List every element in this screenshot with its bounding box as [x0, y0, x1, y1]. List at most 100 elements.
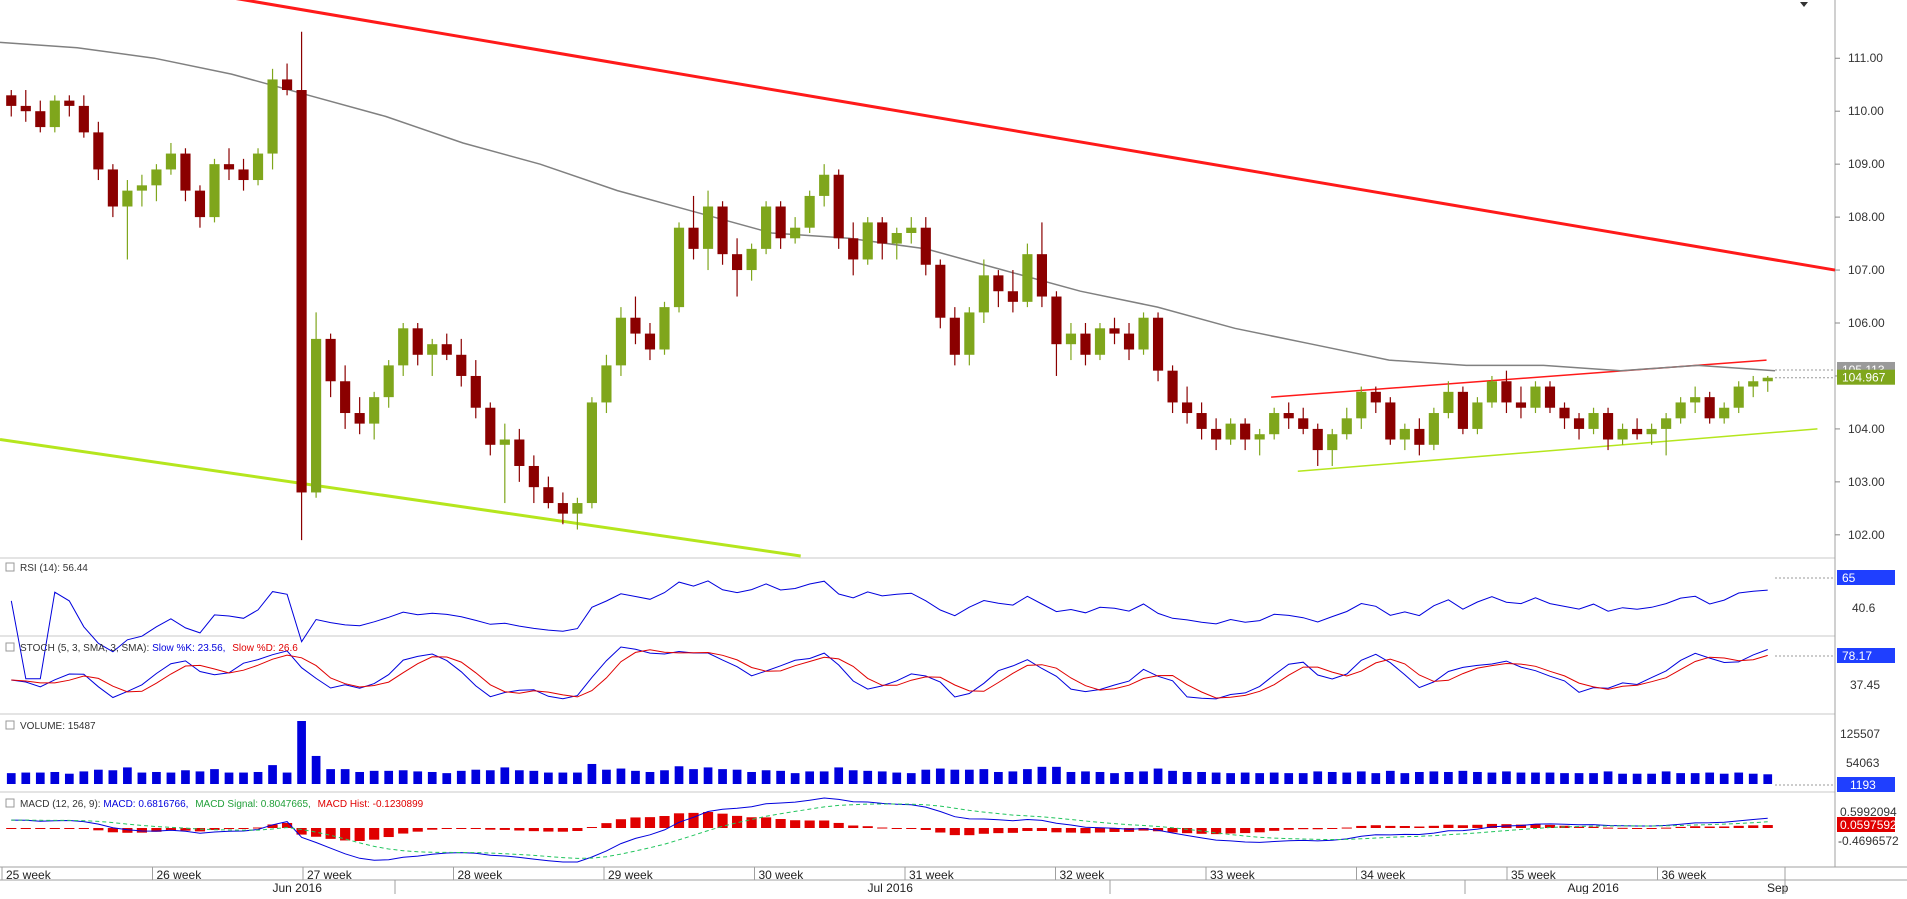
candle-body [1530, 386, 1541, 408]
candle-body [1094, 328, 1106, 355]
volume-bar [253, 771, 263, 784]
week-label: 25 week [6, 868, 52, 882]
volume-bar [587, 763, 597, 784]
macd-hist-bar [862, 826, 873, 828]
candle [790, 217, 801, 244]
week-label: 34 week [1361, 868, 1407, 882]
chevron-down-icon[interactable] [1800, 2, 1808, 7]
volume-title-text: VOLUME: 15487 [20, 721, 96, 732]
macd-hist-bar [252, 827, 264, 829]
volume-bar [297, 721, 306, 784]
volume-bar [834, 767, 844, 784]
macd-hist-bar [64, 828, 75, 829]
stoch-title: STOCH (5, 3, SMA, 3, SMA): Slow %K: 23.5… [5, 642, 298, 654]
candle [1632, 418, 1643, 440]
volume-bar [1371, 773, 1381, 784]
volume-bar [660, 770, 669, 784]
candle [1719, 402, 1730, 424]
macd-hist-bar [383, 828, 394, 838]
volume-bar [1676, 773, 1685, 784]
macd-hist-bar [136, 828, 147, 833]
rsi-panel: 65 40.6 [10, 570, 1895, 680]
volume-bar [921, 769, 931, 784]
volume-bar [50, 771, 60, 784]
volume-bar [805, 771, 815, 784]
week-label: 27 week [307, 868, 353, 882]
price-tick-label: 111.00 [1848, 51, 1883, 65]
macd-hist-bar [281, 822, 293, 828]
macd-hist-bar [1269, 828, 1280, 831]
volume-bar [500, 767, 510, 784]
candle-body [1617, 428, 1628, 440]
volume-bar [64, 773, 74, 784]
candle-body [1225, 423, 1236, 440]
volume-value-badge [1837, 777, 1895, 792]
candle-body [151, 169, 162, 186]
candle [1327, 428, 1338, 466]
candle [209, 158, 220, 223]
candle-body [1196, 413, 1207, 429]
candle-body [1501, 381, 1512, 403]
volume-bar [703, 767, 713, 784]
candle [180, 148, 191, 202]
candle-body [717, 206, 728, 255]
candle-body [1733, 386, 1744, 408]
week-label: 33 week [1210, 868, 1256, 882]
candle-body [659, 307, 670, 350]
candle [107, 164, 118, 218]
candle [1225, 418, 1236, 445]
last-price-text: 104.967 [1842, 371, 1886, 385]
candle-body [325, 338, 336, 382]
volume-bar [152, 771, 161, 784]
candle [891, 227, 902, 260]
candle [122, 180, 133, 260]
candle-body [398, 328, 409, 366]
volume-bar [732, 769, 742, 784]
week-label: 30 week [759, 868, 805, 882]
candle-body [165, 153, 177, 170]
candle [717, 201, 728, 265]
volume-bar [514, 770, 524, 784]
volume-bar [224, 772, 234, 784]
volume-bar [558, 772, 568, 784]
macd-hist-bar [296, 828, 307, 835]
volume-bar [282, 772, 292, 784]
candle-body [412, 328, 423, 355]
candle [1051, 291, 1062, 376]
macd-hist-bar [572, 828, 583, 831]
candle-body [311, 338, 322, 493]
volume-bar [979, 769, 989, 784]
macd-hist-bar [165, 828, 177, 831]
candle-body [1240, 423, 1251, 440]
candle [1573, 413, 1585, 440]
candle [1312, 423, 1323, 466]
candle [1414, 418, 1425, 456]
volume-bar [1168, 770, 1177, 784]
volume-bar [311, 755, 321, 784]
macd-hist-bar [1312, 828, 1323, 830]
candle [1646, 423, 1657, 445]
stoch-k-line [11, 646, 1768, 700]
volume-bar [718, 769, 727, 784]
macd-hist-bar [1341, 827, 1352, 829]
candle-body [1762, 377, 1773, 382]
candle [964, 307, 975, 366]
volume-bar [1414, 771, 1424, 784]
candle-body [731, 254, 743, 271]
candle [1399, 423, 1410, 451]
candle-body [427, 344, 438, 355]
macd-hist-bar [993, 828, 1004, 834]
candle [1123, 323, 1135, 361]
week-label: 32 week [1060, 868, 1106, 882]
volume-bar [1545, 772, 1555, 784]
macd-hist-bar [731, 815, 743, 828]
volume-bar [994, 771, 1003, 784]
volume-bar [1023, 769, 1032, 784]
candle [1240, 418, 1251, 451]
macd-hist-bar [1370, 825, 1381, 828]
macd-hist-bar [1094, 828, 1106, 833]
candle [1690, 386, 1701, 414]
candle-body [819, 174, 830, 196]
candle-body [1109, 328, 1120, 334]
candle-body [673, 227, 685, 308]
